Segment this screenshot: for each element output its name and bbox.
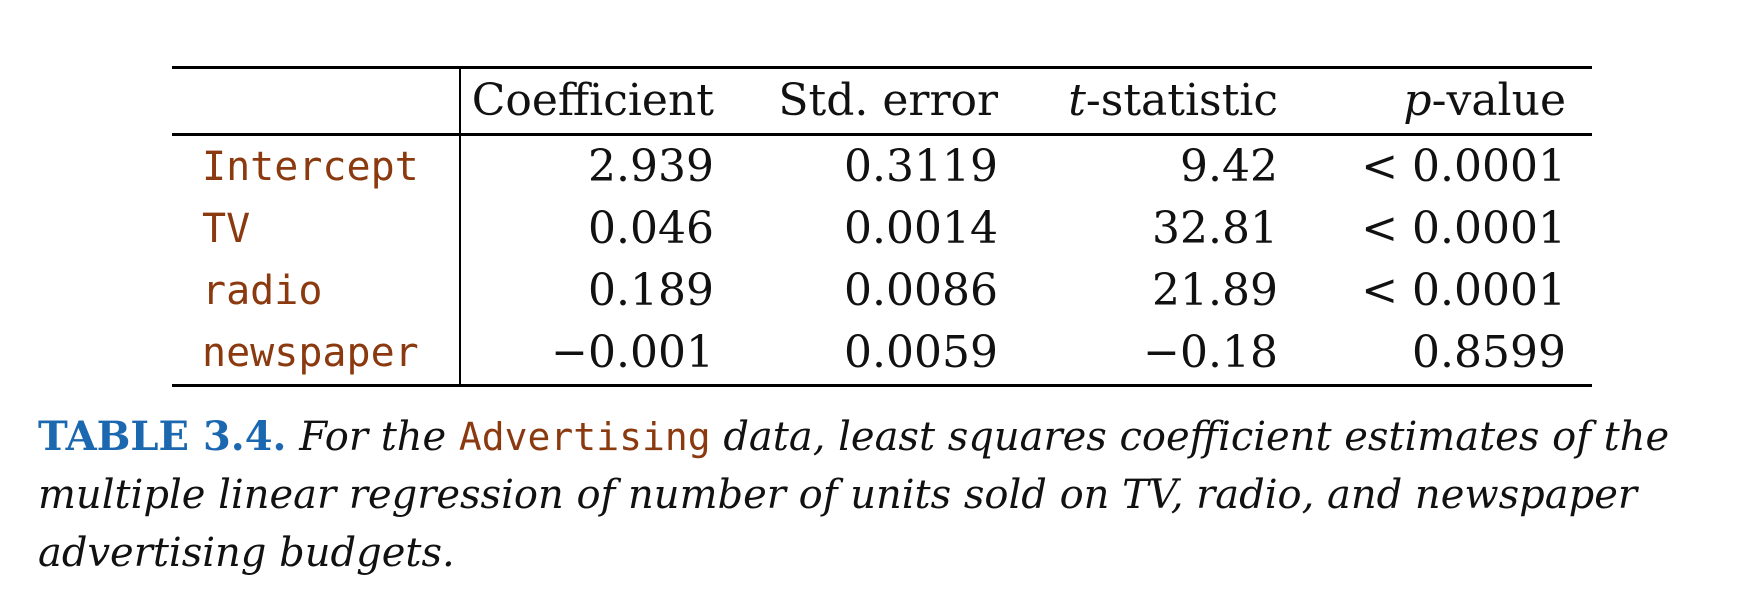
row-label: TV	[172, 198, 461, 260]
row-label: radio	[172, 260, 461, 322]
row-label: newspaper	[172, 322, 461, 386]
p-value-cell: < 0.0001	[1361, 203, 1566, 254]
std-error-cell: 0.0014	[844, 203, 998, 254]
table-row-tv: TV 0.046 0.0014 32.81 < 0.0001	[172, 198, 1592, 260]
p-value-cell: < 0.0001	[1361, 141, 1566, 192]
t-statistic-cell: 21.89	[1152, 265, 1278, 316]
coefficient-cell: −0.001	[551, 327, 714, 378]
t-statistic-cell: 9.42	[1180, 141, 1278, 192]
coefficient-cell: 2.939	[588, 141, 714, 192]
coefficient-cell: 0.189	[588, 265, 714, 316]
regression-table-container: Coefficient Std. error t-statistic p-val…	[172, 66, 1592, 387]
table-row-newspaper: newspaper −0.001 0.0059 −0.18 0.8599	[172, 322, 1592, 386]
header-corner-cell	[172, 67, 461, 135]
table-row-radio: radio 0.189 0.0086 21.89 < 0.0001	[172, 260, 1592, 322]
table-header-row: Coefficient Std. error t-statistic p-val…	[172, 67, 1592, 135]
column-header-p-value: p-value	[1403, 75, 1566, 126]
p-value-cell: < 0.0001	[1361, 265, 1566, 316]
table-caption: TABLE 3.4. For the Advertising data, lea…	[38, 408, 1738, 582]
regression-table: Coefficient Std. error t-statistic p-val…	[172, 66, 1592, 387]
p-value-cell: 0.8599	[1412, 327, 1566, 378]
caption-label: TABLE 3.4.	[38, 413, 287, 460]
std-error-cell: 0.0086	[844, 265, 998, 316]
std-error-cell: 0.3119	[844, 141, 998, 192]
t-statistic-cell: −0.18	[1143, 327, 1278, 378]
row-label: Intercept	[172, 134, 461, 198]
t-statistic-cell: 32.81	[1152, 203, 1278, 254]
caption-text-after: data, least squares coefficient estimate…	[38, 414, 1670, 576]
caption-text-before: For the	[299, 414, 447, 460]
coefficient-cell: 0.046	[588, 203, 714, 254]
std-error-cell: 0.0059	[844, 327, 998, 378]
caption-dataset-name: Advertising	[458, 415, 711, 459]
column-header-std-error: Std. error	[778, 75, 998, 126]
table-row-intercept: Intercept 2.939 0.3119 9.42 < 0.0001	[172, 134, 1592, 198]
column-header-t-statistic: t-statistic	[1068, 75, 1278, 126]
column-header-coefficient: Coefficient	[471, 75, 714, 126]
